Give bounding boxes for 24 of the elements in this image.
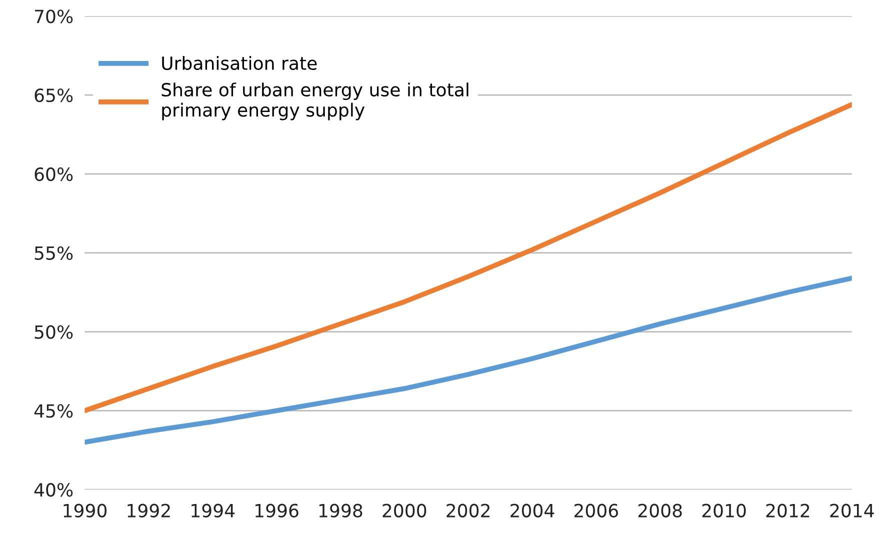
x-tick-label: 1998 — [319, 504, 362, 518]
x-tick-label: 1994 — [192, 504, 235, 518]
line-series — [84, 102, 852, 414]
y-tick-label: 65% — [34, 88, 73, 102]
x-tick-label: 2014 — [830, 504, 874, 518]
y-tick-label: 50% — [34, 325, 73, 339]
x-tick-label: 2008 — [638, 504, 682, 518]
x-tick-label: 2002 — [446, 504, 490, 518]
y-tick-label: 40% — [34, 483, 73, 497]
x-tick-label: 2012 — [766, 504, 810, 518]
y-tick-label: 70% — [34, 10, 73, 24]
x-tick-label: 1996 — [256, 504, 298, 518]
x-tick-label: 2004 — [510, 504, 554, 518]
x-tick-label: 1990 — [64, 504, 107, 518]
y-tick-label: 45% — [34, 404, 73, 418]
y-tick-label: 55% — [34, 246, 73, 260]
x-tick-label: 2006 — [574, 504, 618, 518]
x-tick-label: 1992 — [128, 504, 170, 518]
x-tick-label: 2010 — [702, 504, 746, 518]
x-tick-label: 2000 — [382, 504, 426, 518]
y-tick-label: 60% — [34, 167, 73, 182]
line-series — [84, 276, 852, 445]
legend-label: Urbanisation rate — [162, 56, 317, 70]
legend-label: Share of urban energy use in total primary energy supply — [162, 82, 468, 120]
